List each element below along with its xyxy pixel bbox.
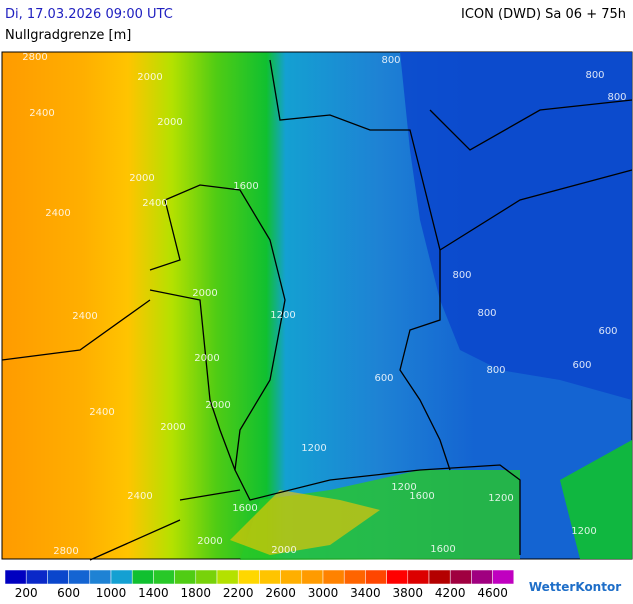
map <box>1 51 633 561</box>
legend-label: 1400 <box>138 586 169 600</box>
contour-label: 1200 <box>270 310 295 321</box>
contour-label: 1200 <box>391 482 416 493</box>
legend-label: 3000 <box>308 586 339 600</box>
contour-label: 2400 <box>45 208 70 219</box>
legend-swatch <box>386 569 409 585</box>
contour-label: 2400 <box>127 491 152 502</box>
legend-swatch <box>365 569 387 585</box>
legend-label: 2200 <box>223 586 254 600</box>
legend: 200 600 1000 1400 1800 2200 2600 3000 3400 3800 42… <box>4 569 515 600</box>
legend-swatch <box>4 569 27 585</box>
legend-label: 4200 <box>435 586 466 600</box>
legend-label: 1800 <box>181 586 212 600</box>
contour-label: 2400 <box>89 407 114 418</box>
contour-label: 600 <box>598 326 617 337</box>
contour-label: 2400 <box>142 198 167 209</box>
legend-label: 3400 <box>350 586 381 600</box>
legend-swatch <box>471 569 493 585</box>
legend-swatch <box>259 569 281 585</box>
contour-label: 2800 <box>53 546 78 557</box>
contour-label: 2000 <box>197 536 222 547</box>
legend-label: 600 <box>57 586 80 600</box>
contour-label: 2000 <box>160 422 185 433</box>
contour-label: 2000 <box>137 72 162 83</box>
legend-swatch <box>47 569 69 585</box>
contour-label: 2400 <box>72 311 97 322</box>
contour-label: 600 <box>374 373 393 384</box>
legend-swatch <box>428 569 451 585</box>
contour-label: 2000 <box>129 173 154 184</box>
contour-label: 2000 <box>192 288 217 299</box>
legend-label: 1000 <box>96 586 127 600</box>
contour-label: 1600 <box>233 181 258 192</box>
parameter: Nullgradgrenze [m] <box>5 28 131 43</box>
contour-label: 800 <box>585 70 604 81</box>
contour-label: 800 <box>477 308 496 319</box>
legend-label: 3800 <box>393 586 424 600</box>
contour-label: 1600 <box>232 503 257 514</box>
legend-swatch <box>68 569 91 585</box>
contour-label: 2400 <box>29 108 54 119</box>
legend-label: 2600 <box>265 586 296 600</box>
legend-swatch <box>280 569 303 585</box>
legend-label: 4600 <box>477 586 508 600</box>
legend-swatch <box>343 569 366 585</box>
legend-swatch <box>449 569 472 585</box>
contour-label: 2000 <box>205 400 230 411</box>
legend-swatch <box>407 569 430 585</box>
contour-label: 800 <box>486 365 505 376</box>
contour-label: 1200 <box>488 493 513 504</box>
contour-label: 2000 <box>271 545 296 556</box>
contour-label: 1200 <box>301 443 326 454</box>
legend-swatch <box>301 569 324 585</box>
contour-labels: 2800 2400 2000 2000 2000 2400 2400 1600 2000 2400… <box>22 52 626 557</box>
legend-swatch <box>492 569 515 585</box>
legend-swatch <box>89 569 112 585</box>
legend-swatch <box>195 569 218 585</box>
legend-label: 200 <box>15 586 38 600</box>
contour-label: 1600 <box>430 544 455 555</box>
legend-swatch <box>322 569 345 585</box>
contour-label: 800 <box>381 55 400 66</box>
legend-swatch <box>131 569 154 585</box>
legend-swatch <box>216 569 239 585</box>
contour-label: 1600 <box>409 491 434 502</box>
legend-swatch <box>25 569 48 585</box>
model-run: ICON (DWD) Sa 06 + 75h <box>461 7 626 22</box>
logo: WetterKontor <box>529 580 621 594</box>
contour-label: 2800 <box>22 52 47 63</box>
contour-label: 2000 <box>157 117 182 128</box>
legend-swatch <box>110 569 133 585</box>
contour-label: 800 <box>452 270 471 281</box>
contour-label: 2000 <box>194 353 219 364</box>
legend-swatch <box>174 569 197 585</box>
datetime: Di, 17.03.2026 09:00 UTC <box>5 7 173 22</box>
contour-label: 800 <box>607 92 626 103</box>
legend-swatch <box>153 569 175 585</box>
contour-label: 1200 <box>571 526 596 537</box>
legend-swatch <box>237 569 260 585</box>
contour-label: 600 <box>572 360 591 371</box>
